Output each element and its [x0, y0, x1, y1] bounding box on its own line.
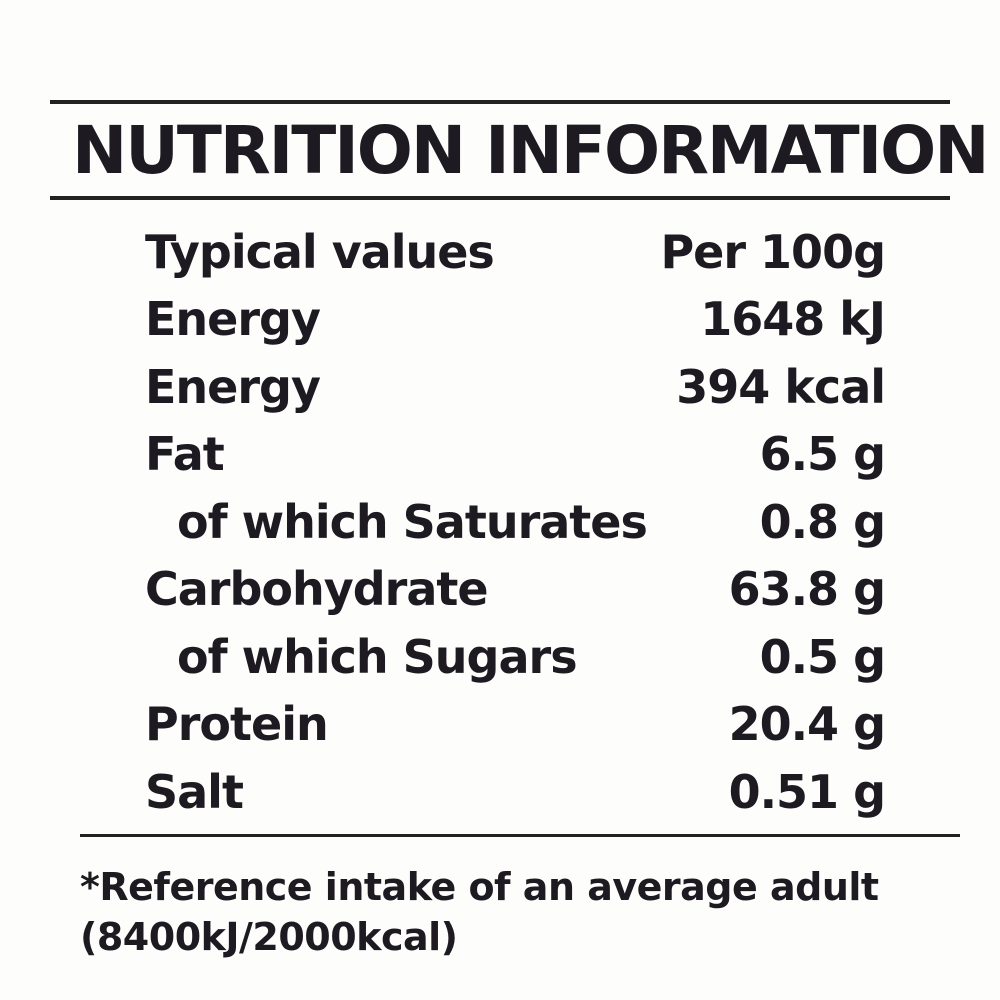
row-label: of which Saturates: [177, 494, 648, 549]
table-row: Carbohydrate 63.8 g: [145, 556, 886, 624]
row-label: Fat: [145, 427, 225, 482]
row-value: 0.51 g: [728, 764, 886, 819]
row-value: 1648 kJ: [700, 292, 886, 347]
top-rule: [50, 100, 950, 104]
title: NUTRITION INFORMATION: [72, 112, 989, 189]
row-label: Energy: [145, 292, 321, 347]
footnote-line: *Reference intake of an average adult: [80, 865, 879, 909]
table-row: of which Sugars 0.5 g: [145, 623, 886, 691]
row-value: 20.4 g: [728, 697, 886, 752]
table-row: Energy 394 kcal: [145, 353, 886, 421]
row-value: 0.8 g: [759, 494, 886, 549]
row-value: Per 100g: [660, 224, 886, 279]
row-value: 0.5 g: [759, 629, 886, 684]
row-value: 6.5 g: [759, 427, 886, 482]
row-label: Typical values: [145, 224, 495, 279]
bottom-rule: [80, 834, 960, 837]
row-value: 63.8 g: [728, 562, 886, 617]
table-row: of which Saturates 0.8 g: [145, 488, 886, 556]
table-row: Energy 1648 kJ: [145, 286, 886, 354]
table-row: Typical values Per 100g: [145, 218, 886, 286]
row-label: Carbohydrate: [145, 562, 489, 617]
row-label: Energy: [145, 359, 321, 414]
row-value: 394 kcal: [676, 359, 886, 414]
row-label: Salt: [145, 764, 244, 819]
table-row: Protein 20.4 g: [145, 691, 886, 759]
table-row: Fat 6.5 g: [145, 421, 886, 489]
title-rule: [50, 196, 950, 200]
nutrition-table: Typical values Per 100g Energy 1648 kJ Energ…: [145, 218, 886, 826]
row-label: of which Sugars: [177, 629, 578, 684]
footnote: *Reference intake of an average adult (84…: [80, 862, 879, 962]
table-row: Salt 0.51 g: [145, 758, 886, 826]
row-label: Protein: [145, 697, 329, 752]
footnote-line: (8400kJ/2000kcal): [80, 915, 458, 959]
